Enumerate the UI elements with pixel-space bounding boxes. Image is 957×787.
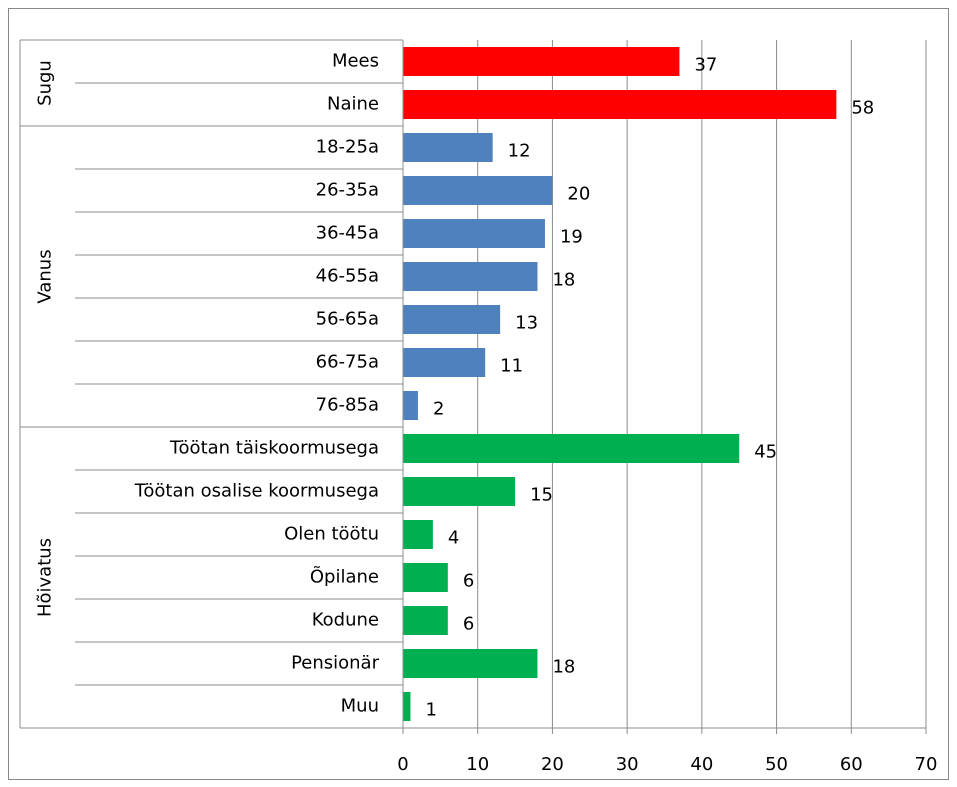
- x-tick-label: 60: [840, 754, 863, 775]
- bar: [403, 219, 545, 248]
- x-tick-label: 70: [915, 754, 938, 775]
- y-tick-label: 76-85a: [316, 395, 379, 416]
- y-tick-label: 66-75a: [316, 352, 379, 373]
- value-label: 19: [560, 227, 583, 248]
- value-label: 2: [433, 399, 444, 420]
- y-tick-label: Töötan osalise koormusega: [134, 481, 379, 502]
- bar: [403, 391, 418, 420]
- value-label: 12: [508, 141, 531, 162]
- bar: [403, 47, 680, 76]
- group-label: Hõivatus: [35, 538, 56, 617]
- value-label: 4: [448, 528, 459, 549]
- bar: [403, 176, 553, 205]
- y-tick-label: Pensionär: [291, 653, 380, 674]
- x-tick-label: 10: [466, 754, 489, 775]
- x-tick-label: 50: [765, 754, 788, 775]
- value-label: 18: [552, 270, 575, 291]
- group-label: Vanus: [35, 249, 56, 303]
- bar: [403, 520, 433, 549]
- bar: [403, 262, 538, 291]
- bar: [403, 477, 516, 506]
- value-label: 45: [754, 442, 777, 463]
- bar: [403, 649, 538, 678]
- y-tick-label: Muu: [341, 696, 379, 717]
- value-label: 20: [567, 184, 590, 205]
- bar: [403, 563, 448, 592]
- group-label: Sugu: [35, 60, 56, 106]
- bar: [403, 90, 837, 119]
- y-tick-label: Kodune: [312, 610, 379, 631]
- y-tick-label: 46-55a: [316, 266, 379, 287]
- value-label: 1: [425, 700, 436, 721]
- value-label: 6: [463, 571, 474, 592]
- bar: [403, 434, 740, 463]
- bar: [403, 348, 486, 377]
- bar: [403, 133, 493, 162]
- y-tick-label: 56-65a: [316, 309, 379, 330]
- value-label: 37: [694, 55, 717, 76]
- y-tick-label: Õpilane: [310, 566, 379, 588]
- bar: [403, 305, 501, 334]
- value-label: 58: [851, 98, 874, 119]
- value-label: 13: [515, 313, 538, 334]
- bar: [403, 692, 411, 721]
- y-tick-label: 18-25a: [316, 137, 379, 158]
- y-tick-label: 26-35a: [316, 180, 379, 201]
- y-tick-label: Mees: [332, 51, 379, 72]
- y-tick-label: Töötan täiskoormusega: [169, 438, 379, 459]
- value-label: 18: [552, 657, 575, 678]
- value-label: 11: [500, 356, 523, 377]
- x-tick-label: 0: [397, 754, 408, 775]
- x-tick-label: 40: [690, 754, 713, 775]
- bar: [403, 606, 448, 635]
- x-tick-label: 30: [616, 754, 639, 775]
- y-tick-label: 36-45a: [316, 223, 379, 244]
- value-label: 15: [530, 485, 553, 506]
- value-label: 6: [463, 614, 474, 635]
- y-tick-label: Naine: [327, 94, 379, 115]
- y-tick-label: Olen töötu: [284, 524, 379, 545]
- x-tick-label: 20: [541, 754, 564, 775]
